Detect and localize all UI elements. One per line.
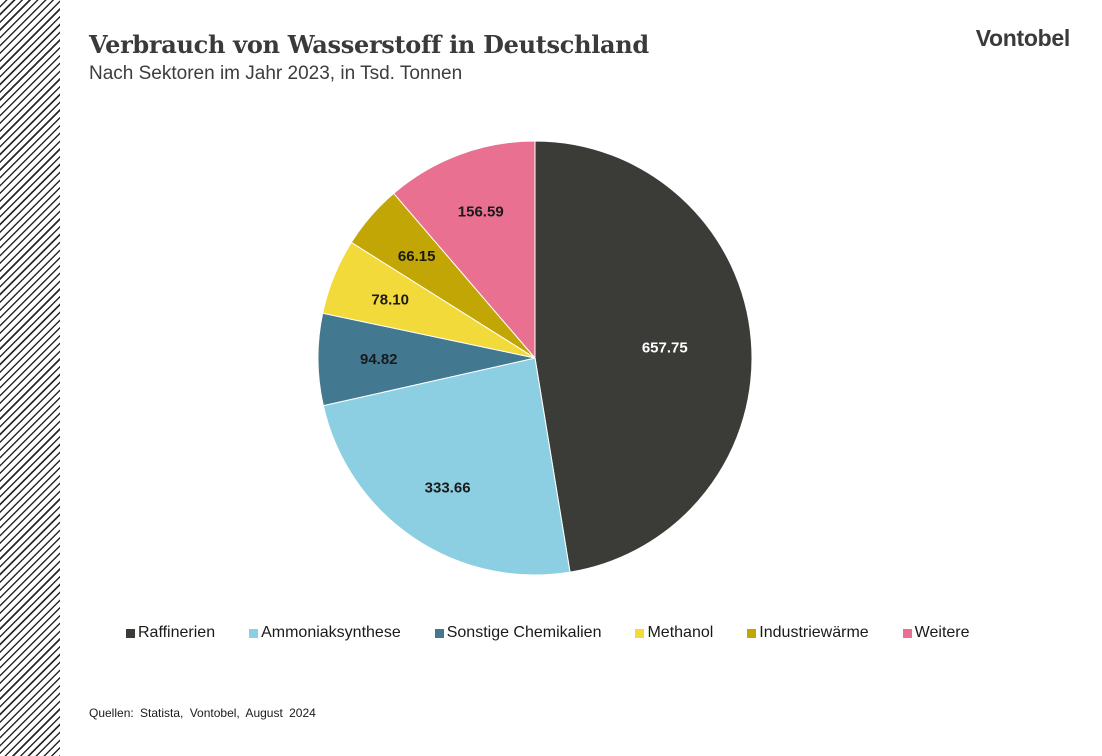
data-label-ammoniaksynthese: 333.66 bbox=[425, 480, 471, 497]
data-label-raffinerien: 657.75 bbox=[642, 339, 688, 356]
legend-label: Weitere bbox=[914, 624, 970, 641]
legend-item-sonstige-chemikalien: Sonstige Chemikalien bbox=[434, 624, 602, 642]
legend-item-methanol: Methanol bbox=[635, 624, 713, 642]
pie-chart: 657.75 333.66 94.82 78.10 66.15 156.59 bbox=[317, 140, 753, 576]
pie-slice-weitere bbox=[392, 140, 536, 360]
legend-item-raffinerien: Raffinerien bbox=[126, 624, 215, 642]
data-label-industriewarme: 66.15 bbox=[398, 248, 436, 265]
pie-slice-raffinerien bbox=[534, 140, 753, 573]
legend-item-industriewarme: Industriewärme bbox=[747, 624, 869, 642]
data-label-methanol: 78.10 bbox=[371, 291, 409, 308]
vontobel-logo: Vontobel bbox=[975, 25, 1071, 51]
legend-label: Sonstige Chemikalien bbox=[446, 624, 602, 641]
legend-swatch bbox=[126, 628, 135, 638]
chart-subtitle: Nach Sektoren im Jahr 2023, in Tsd. Tonn… bbox=[89, 63, 463, 84]
legend-label: Raffinerien bbox=[138, 624, 216, 641]
source-note: Quellen: Statista, Vontobel, August 2024 bbox=[89, 706, 316, 720]
legend-swatch bbox=[434, 628, 444, 638]
chart-title: Verbrauch von Wasserstoff in Deutschland bbox=[89, 30, 649, 59]
legend-label: Ammoniaksynthese bbox=[261, 624, 401, 641]
legend-swatch bbox=[747, 628, 757, 638]
legend-label: Methanol bbox=[647, 624, 714, 641]
legend-swatch bbox=[902, 628, 912, 638]
data-label-sonstige-chemikalien: 94.82 bbox=[360, 351, 398, 368]
legend-item-ammoniaksynthese: Ammoniaksynthese bbox=[249, 624, 401, 642]
legend-item-weitere: Weitere bbox=[902, 624, 970, 642]
legend-swatch bbox=[635, 628, 645, 638]
pie-slice-ammoniaksynthese bbox=[322, 357, 571, 576]
chart-legend: Raffinerien Ammoniaksynthese Sonstige Chem… bbox=[126, 624, 1004, 642]
legend-swatch bbox=[249, 628, 259, 638]
data-label-weitere: 156.59 bbox=[458, 203, 504, 220]
legend-label: Industriewärme bbox=[759, 624, 869, 641]
decorative-stripe bbox=[0, 0, 60, 756]
